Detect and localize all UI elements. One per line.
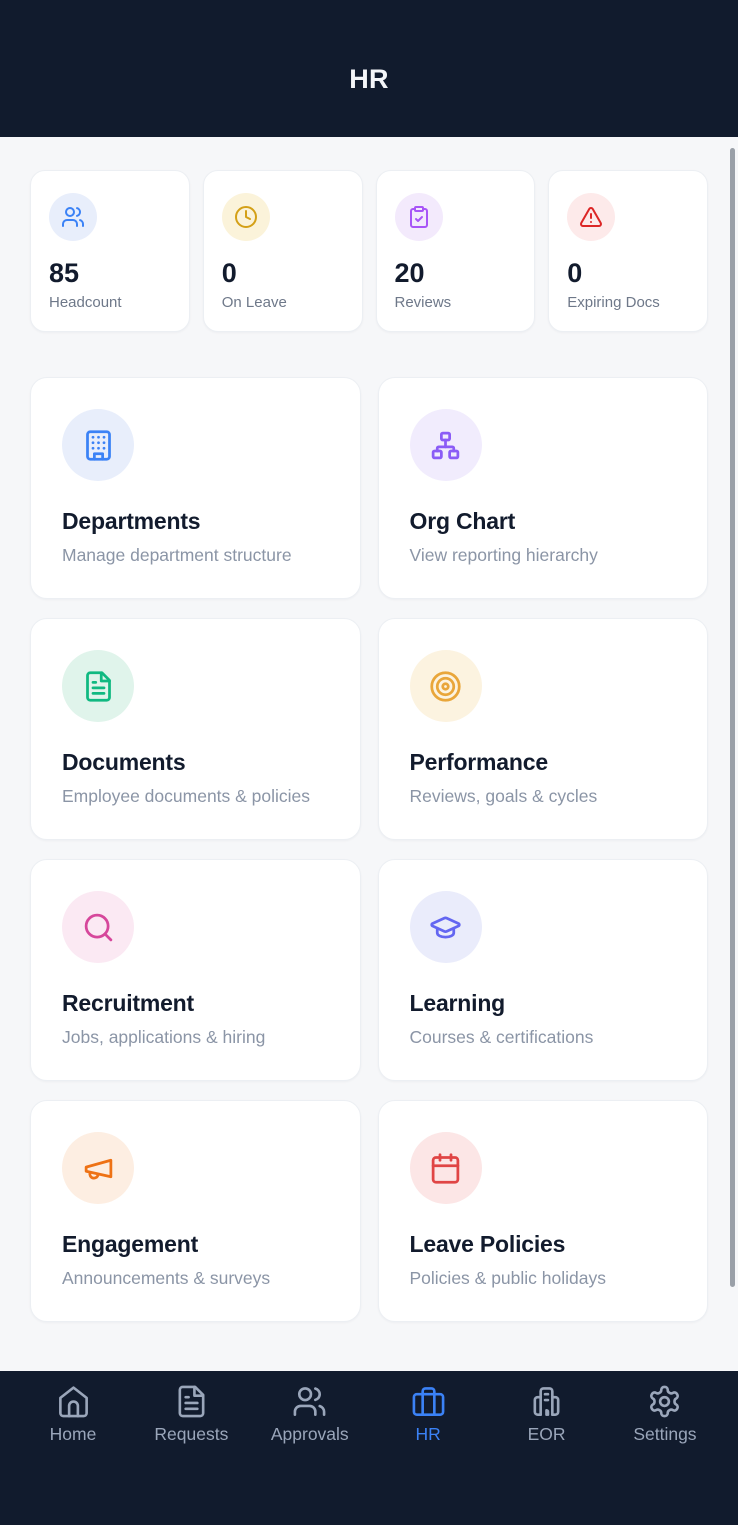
module-card-leave-policies[interactable]: Leave Policies Policies & public holiday… — [377, 1100, 708, 1322]
nav-item-settings[interactable]: Settings — [606, 1384, 724, 1525]
scrollbar[interactable] — [730, 148, 735, 1287]
module-subtitle: Employee documents & policies — [62, 786, 311, 806]
module-card-org-chart[interactable]: Org Chart View reporting hierarchy — [377, 377, 708, 599]
module-card-departments[interactable]: Departments Manage department structure — [30, 377, 361, 599]
nav-item-home[interactable]: Home — [14, 1384, 132, 1525]
home-icon — [56, 1384, 91, 1419]
calendar-icon — [409, 1132, 482, 1204]
module-title: Performance — [409, 749, 549, 775]
nav-item-approvals[interactable]: Approvals — [251, 1384, 369, 1525]
stat-value: 0 — [567, 258, 583, 288]
briefcase-icon — [411, 1384, 446, 1419]
clock-icon — [221, 193, 270, 241]
graduation-cap-icon — [409, 891, 482, 963]
users-icon — [49, 193, 97, 241]
module-card-performance[interactable]: Performance Reviews, goals & cycles — [377, 618, 708, 840]
file-text-icon — [62, 650, 134, 722]
module-card-recruitment[interactable]: Recruitment Jobs, applications & hiring — [30, 859, 361, 1081]
stat-card-reviews[interactable]: 20 Reviews — [375, 170, 536, 332]
stat-card-on-leave[interactable]: 0 On Leave — [202, 170, 363, 332]
building-icon — [62, 409, 134, 481]
search-icon — [62, 891, 134, 963]
nav-label: Approvals — [270, 1424, 349, 1444]
module-title: Leave Policies — [409, 1231, 566, 1257]
module-card-engagement[interactable]: Engagement Announcements & surveys — [30, 1100, 361, 1322]
bottom-nav: Home Requests Approvals HR EOR — [0, 1371, 738, 1525]
module-title: Departments — [62, 508, 201, 534]
office-building-icon — [529, 1384, 564, 1419]
content: 85 Headcount 0 On Leave 20 Reviews — [0, 137, 738, 1371]
module-subtitle: Announcements & surveys — [62, 1268, 271, 1288]
page-title: HR — [349, 64, 389, 94]
module-card-learning[interactable]: Learning Courses & certifications — [377, 859, 708, 1081]
nav-label: EOR — [527, 1424, 566, 1444]
module-title: Engagement — [62, 1231, 199, 1257]
alert-triangle-icon — [567, 193, 616, 241]
module-title: Documents — [62, 749, 186, 775]
stat-label: Headcount — [49, 294, 122, 311]
nav-label: Requests — [154, 1424, 229, 1444]
target-icon — [409, 650, 482, 722]
module-title: Org Chart — [409, 508, 516, 534]
stat-value: 0 — [221, 258, 237, 288]
stats-row: 85 Headcount 0 On Leave 20 Reviews — [30, 170, 708, 332]
nav-item-hr[interactable]: HR — [369, 1384, 487, 1525]
modules-grid: Departments Manage department structure … — [30, 377, 708, 1322]
nav-label: Home — [49, 1424, 97, 1444]
module-subtitle: Manage department structure — [62, 545, 292, 565]
megaphone-icon — [62, 1132, 134, 1204]
stat-label: On Leave — [221, 294, 287, 311]
module-subtitle: Courses & certifications — [409, 1027, 594, 1047]
module-title: Learning — [409, 990, 506, 1016]
org-chart-icon — [409, 409, 482, 481]
app-header: HR — [0, 0, 738, 137]
file-text-icon — [174, 1384, 209, 1419]
module-subtitle: View reporting hierarchy — [409, 545, 598, 565]
stat-card-headcount[interactable]: 85 Headcount — [30, 170, 190, 332]
gear-icon — [647, 1384, 682, 1419]
users-icon — [292, 1384, 327, 1419]
module-subtitle: Policies & public holidays — [409, 1268, 607, 1288]
stat-value: 20 — [394, 258, 425, 288]
module-subtitle: Jobs, applications & hiring — [62, 1027, 266, 1047]
stat-label: Reviews — [394, 294, 452, 311]
nav-label: Settings — [633, 1424, 697, 1444]
module-card-documents[interactable]: Documents Employee documents & policies — [30, 618, 361, 840]
nav-item-requests[interactable]: Requests — [132, 1384, 250, 1525]
clipboard-check-icon — [394, 193, 443, 241]
nav-label: HR — [415, 1424, 441, 1444]
nav-item-eor[interactable]: EOR — [488, 1384, 606, 1525]
module-subtitle: Reviews, goals & cycles — [409, 786, 598, 806]
stat-label: Expiring Docs — [567, 294, 660, 311]
stat-value: 85 — [49, 258, 80, 288]
module-title: Recruitment — [62, 990, 194, 1016]
stat-card-expiring-docs[interactable]: 0 Expiring Docs — [548, 170, 708, 332]
